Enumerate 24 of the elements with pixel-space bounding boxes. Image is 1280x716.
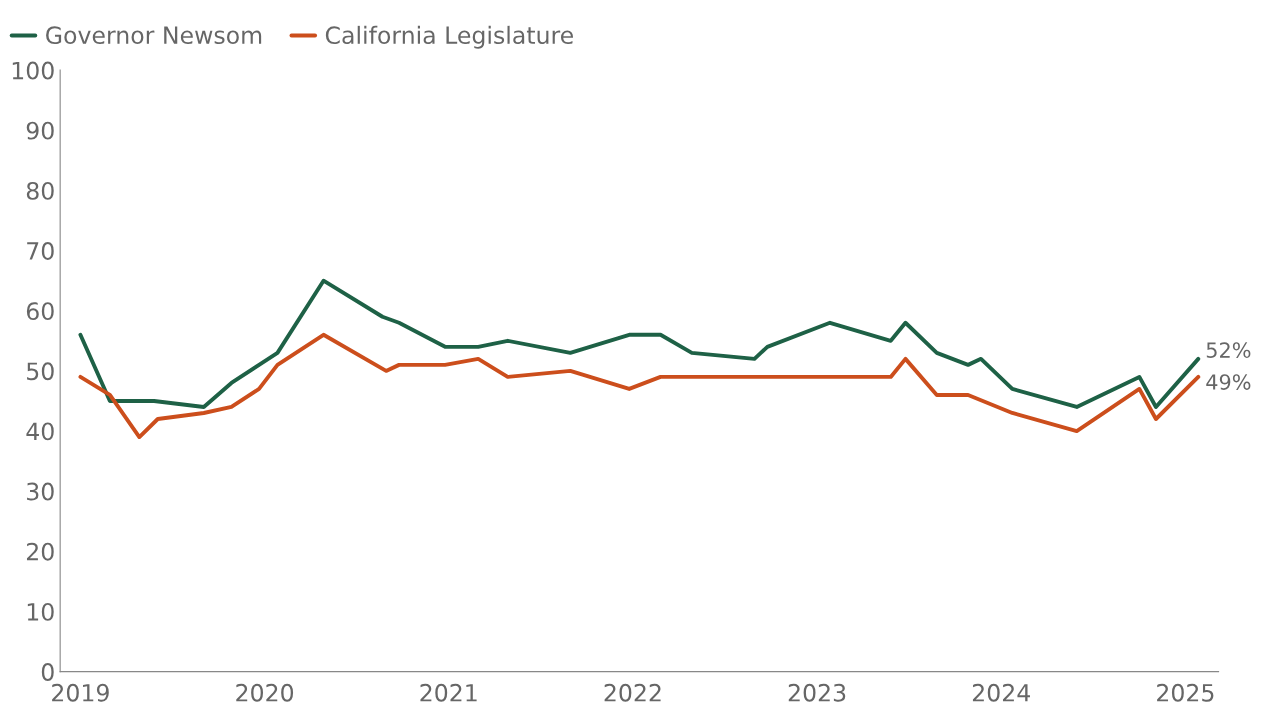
- annotation: 49%: [1206, 374, 1251, 390]
- legend-label: California Legislature: [325, 25, 573, 49]
- y-tick-label: 0: [41, 663, 54, 681]
- y-tick-label: 40: [26, 422, 54, 441]
- y-tick-label: 30: [27, 482, 54, 501]
- x-tick-label: 2019: [52, 683, 109, 702]
- annotation: 52%: [1206, 342, 1251, 358]
- legend-label: Governor Newsom: [46, 26, 262, 45]
- x-tick-label: 2025: [1157, 683, 1214, 702]
- line-series: [78, 332, 1201, 439]
- x-tick-label: 2021: [420, 683, 477, 702]
- line-series: [78, 278, 1201, 409]
- x-tick-label: 2020: [236, 683, 294, 702]
- y-tick-label: 70: [27, 242, 54, 260]
- y-tick-label: 50: [27, 362, 54, 381]
- y-tick-label: 20: [26, 542, 54, 561]
- y-tick-label: 100: [12, 61, 54, 80]
- x-tick-label: 2024: [972, 683, 1030, 702]
- y-tick-label: 10: [27, 602, 54, 621]
- x-tick-label: 2023: [788, 683, 846, 702]
- x-tick-label: 2022: [604, 683, 661, 702]
- y-tick-label: 90: [26, 121, 54, 140]
- y-tick-label: 80: [26, 181, 54, 200]
- y-tick-label: 60: [26, 302, 54, 321]
